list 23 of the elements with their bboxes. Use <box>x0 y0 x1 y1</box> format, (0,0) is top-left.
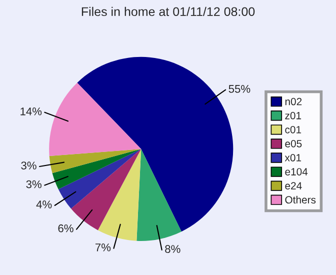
legend-label: n02 <box>285 98 302 106</box>
data-label: 4% <box>36 200 52 208</box>
data-label: 8% <box>165 245 180 253</box>
legend-label: x01 <box>284 154 302 162</box>
pie-slice <box>58 148 142 209</box>
legend-label: c01 <box>285 126 302 134</box>
legend-label: e24 <box>285 182 302 190</box>
pie-slice <box>49 82 142 156</box>
pie-slice <box>49 148 142 174</box>
pie-slice <box>136 148 182 241</box>
chart-title: Files in home at 01/11/12 08:00 <box>82 6 255 16</box>
data-label: 3% <box>26 180 42 188</box>
pie-slice <box>52 148 142 190</box>
legend-label: z01 <box>285 112 302 120</box>
data-label: 3% <box>21 162 36 170</box>
data-label: 6% <box>58 224 74 232</box>
pie-slice <box>98 148 142 241</box>
data-label: 55% <box>228 84 250 93</box>
data-label: 7% <box>95 243 111 252</box>
legend-label: e05 <box>285 140 302 148</box>
legend-label: e104 <box>285 168 308 176</box>
data-label: 14% <box>20 108 42 116</box>
legend-label: Others <box>285 196 316 204</box>
